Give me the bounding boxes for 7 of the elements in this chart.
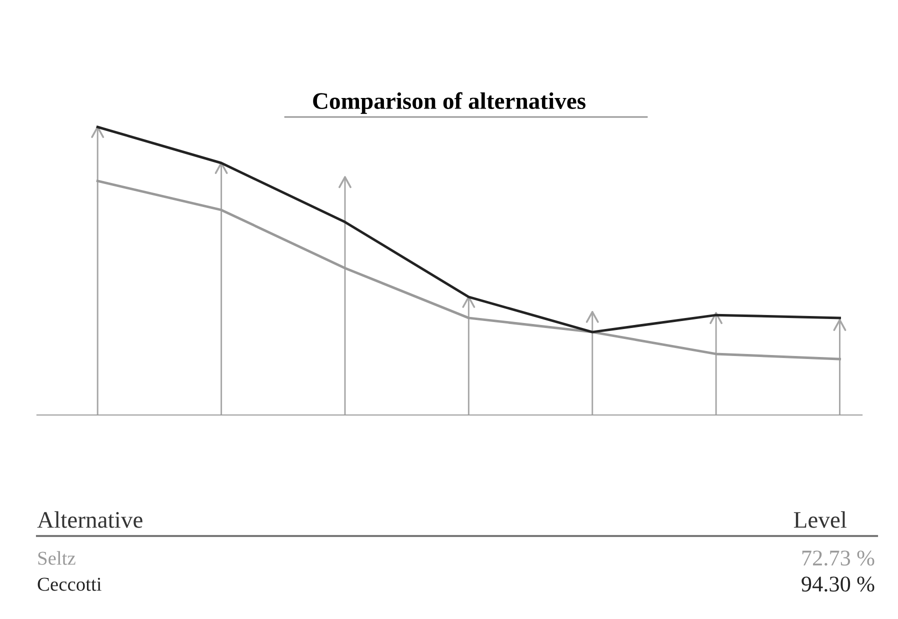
text: Alternative bbox=[37, 511, 142, 528]
text: Level bbox=[794, 511, 847, 528]
text: Ceccotti bbox=[38, 578, 102, 591]
text: 72.73 % bbox=[802, 550, 874, 566]
chart-title: Comparison of alternatives bbox=[313, 92, 586, 114]
text: Seltz bbox=[38, 551, 76, 565]
text: 94.30 % bbox=[802, 576, 874, 592]
